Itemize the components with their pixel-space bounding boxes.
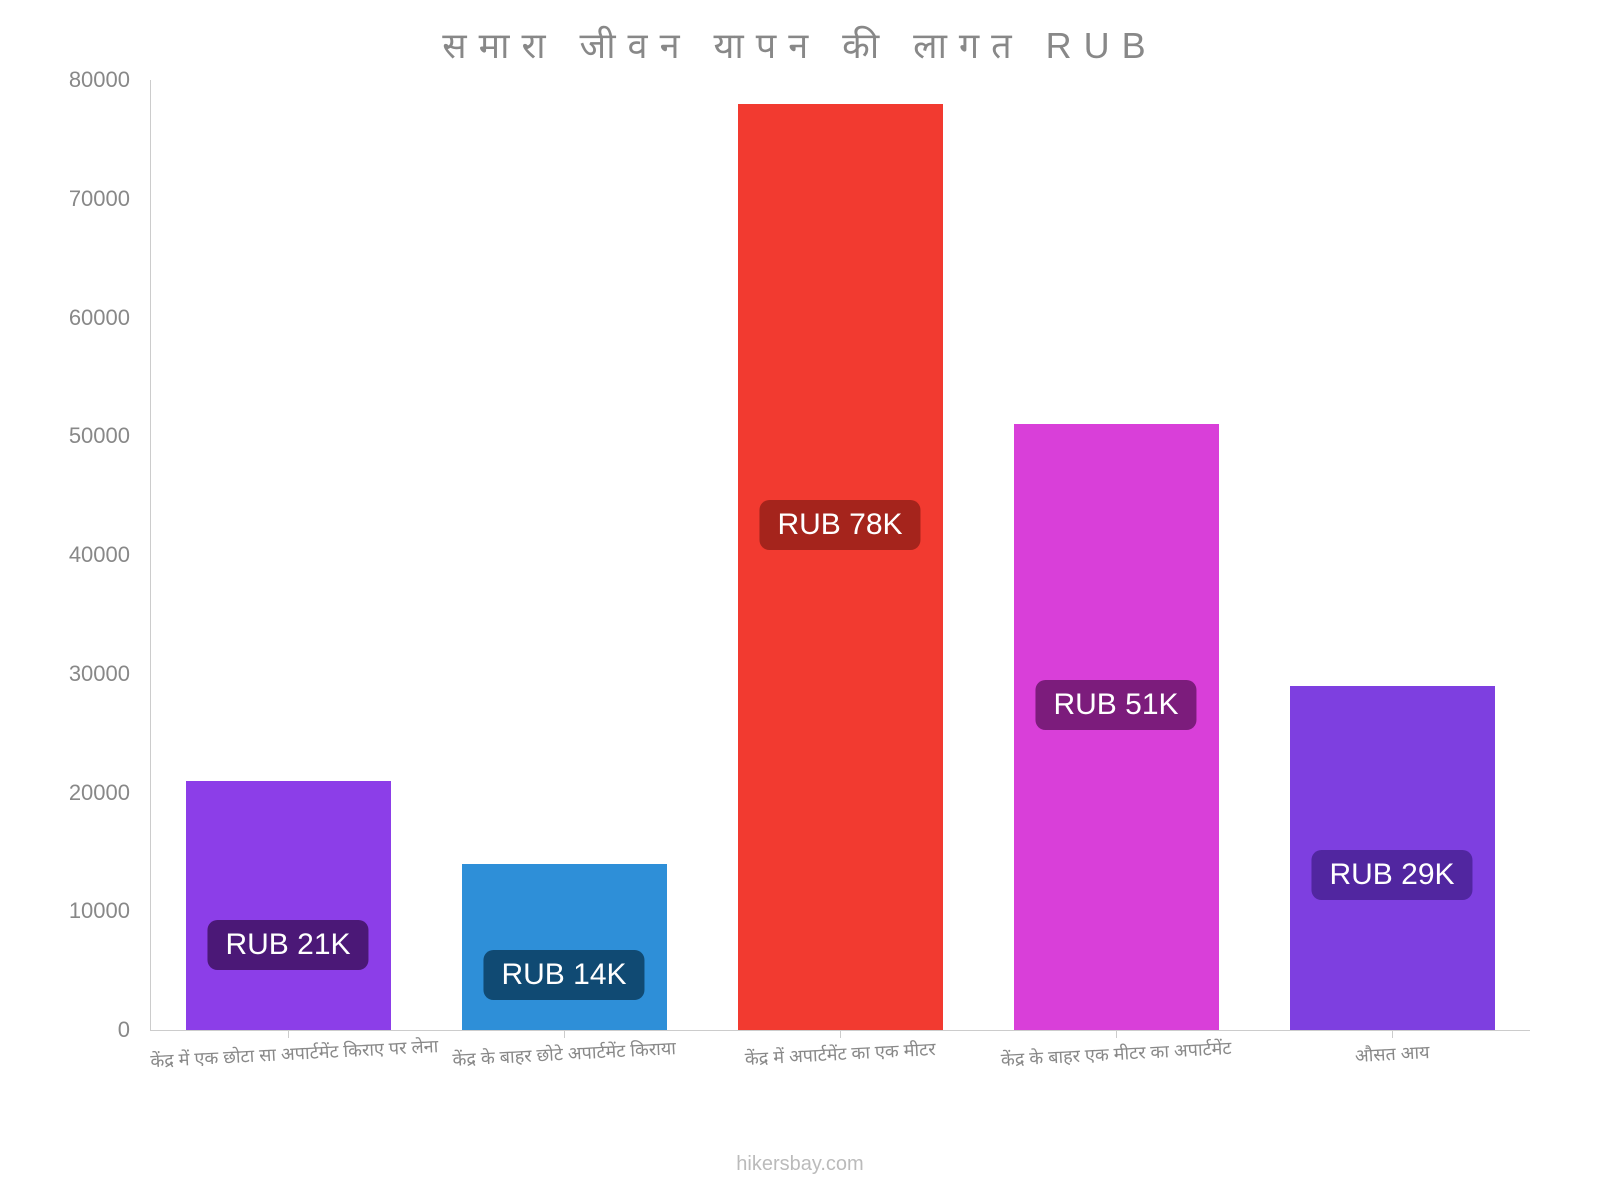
bar-sqm-center: RUB 78K bbox=[738, 104, 943, 1030]
bars-row: RUB 21K RUB 14K RUB 78K RUB 51K RUB 29K bbox=[150, 80, 1530, 1030]
bar-value-badge: RUB 14K bbox=[483, 950, 644, 1000]
bar-slot: RUB 51K bbox=[978, 80, 1254, 1030]
x-label-avg-income: औसत आय bbox=[1254, 1035, 1531, 1073]
bar-slot: RUB 78K bbox=[702, 80, 978, 1030]
bar-rent-outside: RUB 14K bbox=[462, 864, 667, 1030]
y-tick-1: 10000 bbox=[69, 898, 130, 924]
y-tick-0: 0 bbox=[118, 1017, 130, 1043]
x-label-sqm-center: केंद्र में अपार्टमेंट का एक मीटर bbox=[702, 1035, 979, 1073]
y-tick-3: 30000 bbox=[69, 661, 130, 687]
bar-avg-income: RUB 29K bbox=[1290, 686, 1495, 1030]
x-label-rent-center: केंद्र में एक छोटा सा अपार्टमेंट किराए प… bbox=[150, 1035, 427, 1073]
y-tick-4: 40000 bbox=[69, 542, 130, 568]
chart-title: समारा जीवन यापन की लागत RUB bbox=[0, 20, 1600, 69]
y-tick-6: 60000 bbox=[69, 305, 130, 331]
x-label-rent-outside: केंद्र के बाहर छोटे अपार्टमेंट किराया bbox=[426, 1035, 703, 1073]
y-tick-2: 20000 bbox=[69, 780, 130, 806]
bar-sqm-outside: RUB 51K bbox=[1014, 424, 1219, 1030]
y-tick-5: 50000 bbox=[69, 423, 130, 449]
y-axis-labels: 0 10000 20000 30000 40000 50000 60000 70… bbox=[0, 80, 140, 1030]
bar-slot: RUB 14K bbox=[426, 80, 702, 1030]
y-tick-7: 70000 bbox=[69, 186, 130, 212]
x-label-sqm-outside: केंद्र के बाहर एक मीटर का अपार्टमेंट bbox=[978, 1035, 1255, 1073]
x-ticks bbox=[150, 1030, 1530, 1038]
bar-slot: RUB 21K bbox=[150, 80, 426, 1030]
bar-slot: RUB 29K bbox=[1254, 80, 1530, 1030]
bar-rent-center: RUB 21K bbox=[186, 781, 391, 1030]
bar-value-badge: RUB 29K bbox=[1311, 850, 1472, 900]
bar-value-badge: RUB 21K bbox=[207, 920, 368, 970]
y-tick-8: 80000 bbox=[69, 67, 130, 93]
bar-value-badge: RUB 51K bbox=[1035, 680, 1196, 730]
watermark: hikersbay.com bbox=[0, 1153, 1600, 1176]
x-axis-labels: केंद्र में एक छोटा सा अपार्टमेंट किराए प… bbox=[150, 1038, 1530, 1062]
bar-value-badge: RUB 78K bbox=[759, 500, 920, 550]
cost-of-living-chart: समारा जीवन यापन की लागत RUB 0 10000 2000… bbox=[0, 0, 1600, 1200]
